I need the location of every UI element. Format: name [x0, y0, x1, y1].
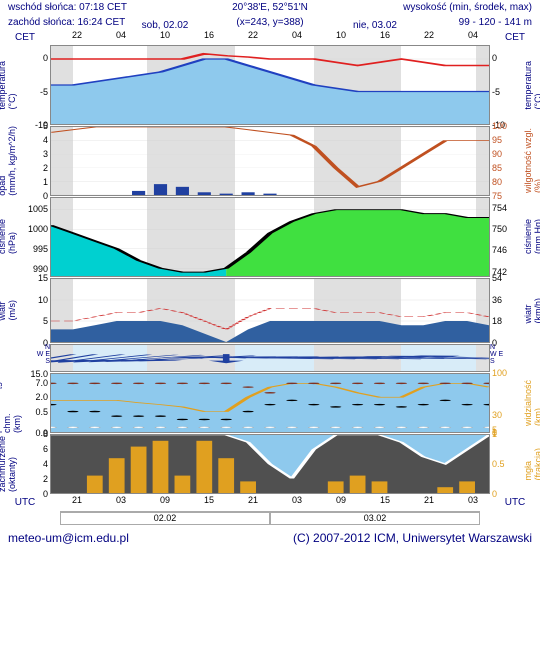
panel-precip: opad(mm/h, kg/m^2/h) 012345 758085909510…: [0, 126, 540, 196]
bottom-time-axis: UTC 21030915210309152103 UTC: [0, 495, 540, 509]
footer: meteo-um@icm.edu.pl (C) 2007-2012 ICM, U…: [0, 525, 540, 551]
top-time-axis: CET 22041016220410162204 CET: [0, 30, 540, 44]
panel-oktas: zachmurzenie(oktanty) 02468 00.51 mgła(f…: [0, 434, 540, 494]
panel-cloud: pion. rozciągł. chm.(km) 0.00.52.07.015.…: [0, 373, 540, 433]
coords: 20°38'E, 52°51'N: [183, 2, 358, 13]
elev-label: wysokość (min, środek, max): [357, 2, 532, 13]
day-bar: 02.0203.02: [60, 511, 480, 525]
sunrise: wschód słońca: 07:18 CET: [8, 2, 183, 13]
panel-press: ciśnienie(hPa) 99099510001005 7427467507…: [0, 197, 540, 277]
panel-winddir: NW ESNW ES: [0, 344, 540, 372]
footer-email: meteo-um@icm.edu.pl: [8, 531, 129, 545]
panel-wind: wiatr(m/s) 051015 0183654 wiatr(km/h): [0, 278, 540, 343]
panel-temp: temperatura(°C) -10-50 -10-50 temperatur…: [0, 45, 540, 125]
footer-copyright: (C) 2007-2012 ICM, Uniwersytet Warszawsk…: [293, 531, 532, 545]
header-row1: wschód słońca: 07:18 CET 20°38'E, 52°51'…: [0, 0, 540, 15]
